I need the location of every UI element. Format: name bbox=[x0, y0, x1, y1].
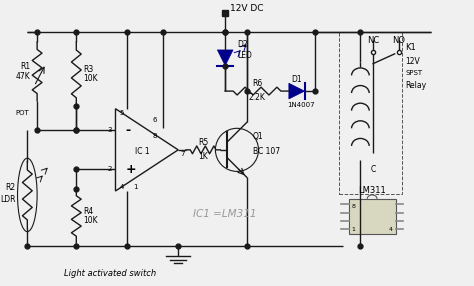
Text: 2.2K: 2.2K bbox=[248, 94, 265, 102]
Text: R6: R6 bbox=[252, 79, 262, 88]
Text: IC 1: IC 1 bbox=[135, 147, 150, 156]
Text: D1: D1 bbox=[291, 75, 301, 84]
Text: 10K: 10K bbox=[83, 217, 98, 225]
Text: Relay: Relay bbox=[405, 81, 427, 90]
Text: 2: 2 bbox=[107, 166, 111, 172]
Text: 1: 1 bbox=[352, 227, 356, 232]
Text: BC 107: BC 107 bbox=[253, 147, 280, 156]
Text: 10K: 10K bbox=[83, 74, 98, 83]
Text: NO: NO bbox=[392, 36, 405, 45]
Text: SPST: SPST bbox=[405, 70, 422, 76]
Text: 47K: 47K bbox=[16, 72, 30, 81]
Text: K1: K1 bbox=[405, 43, 416, 51]
Text: LDR: LDR bbox=[0, 195, 16, 204]
Polygon shape bbox=[218, 50, 233, 65]
Text: R5: R5 bbox=[198, 138, 208, 146]
Text: 1: 1 bbox=[133, 184, 137, 190]
Text: 8: 8 bbox=[352, 204, 356, 209]
Text: C: C bbox=[371, 165, 376, 174]
Text: 3: 3 bbox=[107, 127, 111, 133]
Text: +: + bbox=[125, 163, 136, 176]
Text: 12V: 12V bbox=[405, 57, 420, 66]
Bar bbox=[348, 199, 396, 234]
Text: R4: R4 bbox=[83, 206, 93, 216]
Text: 7: 7 bbox=[180, 151, 185, 157]
Text: 1N4007: 1N4007 bbox=[287, 102, 315, 108]
Text: R3: R3 bbox=[83, 65, 93, 74]
Text: 4: 4 bbox=[389, 227, 392, 232]
Text: LED: LED bbox=[237, 51, 252, 60]
Text: D2: D2 bbox=[237, 39, 247, 49]
Text: 12V DC: 12V DC bbox=[230, 4, 264, 13]
Polygon shape bbox=[289, 83, 304, 99]
Text: LM311: LM311 bbox=[358, 186, 386, 196]
Text: -: - bbox=[125, 124, 130, 137]
Text: R1: R1 bbox=[20, 62, 30, 71]
Text: IC1 =LM311: IC1 =LM311 bbox=[193, 208, 257, 219]
Text: POT: POT bbox=[16, 110, 29, 116]
Text: Light activated switch: Light activated switch bbox=[64, 269, 155, 278]
Text: Q1: Q1 bbox=[253, 132, 263, 141]
Text: 1K: 1K bbox=[198, 152, 208, 161]
Text: 4: 4 bbox=[119, 184, 124, 190]
Text: 8: 8 bbox=[153, 133, 157, 139]
Text: 5: 5 bbox=[119, 110, 124, 116]
Text: NC: NC bbox=[367, 36, 379, 45]
Text: 6: 6 bbox=[153, 118, 157, 124]
Text: R2: R2 bbox=[5, 182, 16, 192]
Bar bbox=[339, 32, 401, 194]
